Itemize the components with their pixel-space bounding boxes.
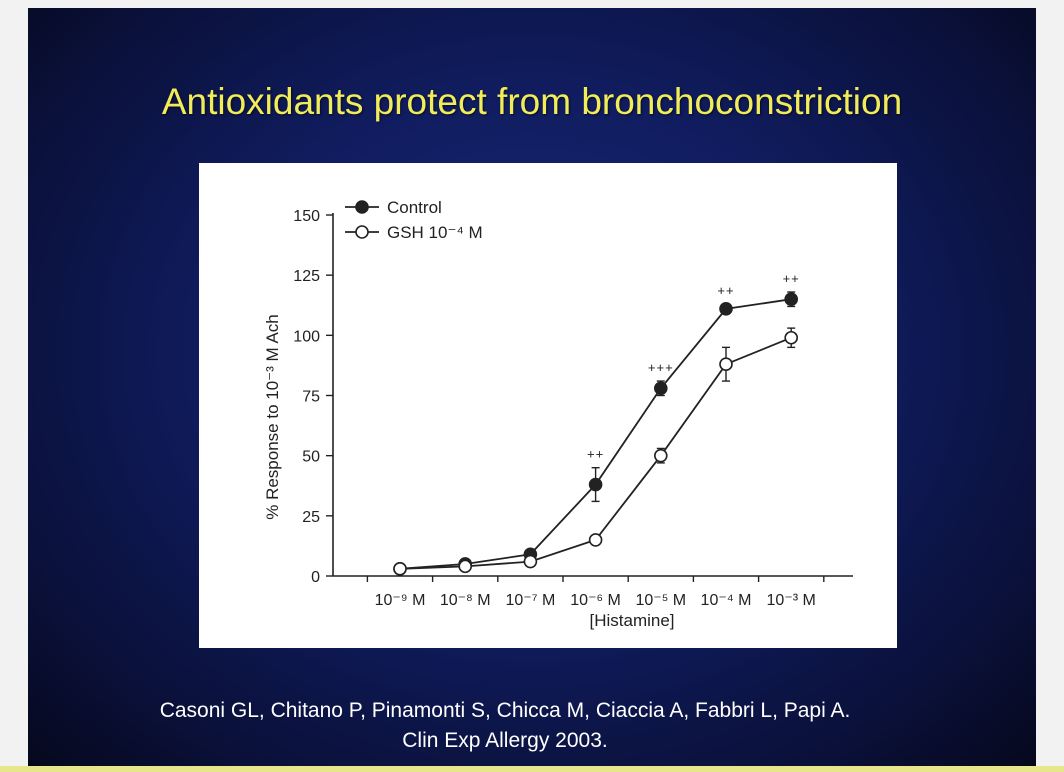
slide: Antioxidants protect from bronchoconstri…: [28, 8, 1036, 768]
gsh-point: [719, 357, 733, 372]
x-tick-label: 10⁻³ M: [767, 592, 816, 609]
y-tick-label: 0: [311, 569, 320, 586]
axes: 0 25 50 75 100 125 150 10⁻⁹ M 10⁻⁸ M 10⁻⁷ M 10⁻⁶ M…: [293, 208, 853, 609]
citation-authors: Casoni GL, Chitano P, Pinamonti S, Chicc…: [159, 699, 851, 722]
x-tick-label: 10⁻⁶ M: [570, 592, 621, 609]
legend-entry: GSH 10⁻⁴ M: [387, 223, 483, 242]
legend-entry: Control: [387, 198, 442, 217]
control-point: [653, 381, 668, 396]
x-tick-label: 10⁻⁴ M: [701, 592, 752, 609]
bottom-stripe: [0, 766, 1064, 772]
significance-annotation: ++: [587, 447, 604, 462]
y-tick-label: 50: [302, 449, 320, 466]
x-tick-label: 10⁻⁷ M: [505, 592, 555, 609]
x-tick-label: 10⁻⁵ M: [635, 592, 686, 609]
y-tick-label: 75: [302, 389, 320, 406]
gsh-point: [784, 330, 799, 345]
y-tick-label: 125: [293, 268, 320, 285]
legend: Control GSH 10⁻⁴ M: [345, 198, 483, 242]
citation: Casoni GL, Chitano P, Pinamonti S, Chicc…: [28, 696, 982, 756]
x-tick-label: 10⁻⁸ M: [440, 592, 491, 609]
series-line-control: [399, 298, 792, 570]
citation-journal: Clin Exp Allergy 2003.: [402, 729, 608, 752]
y-tick-label: 150: [293, 208, 320, 225]
x-axis-label: [Histamine]: [589, 611, 674, 630]
response-chart: 0 25 50 75 100 125 150 10⁻⁹ M 10⁻⁸ M 10⁻⁷ M 10⁻⁶ M…: [263, 198, 853, 630]
y-tick-label: 25: [302, 509, 320, 526]
legend-marker: [355, 225, 369, 239]
slide-title: Antioxidants protect from bronchoconstri…: [161, 81, 903, 122]
control-point: [719, 302, 733, 316]
gsh-point: [653, 448, 668, 463]
control-point: [588, 477, 603, 492]
significance-annotation: ++: [717, 283, 734, 298]
legend-marker: [355, 200, 369, 214]
series: +++++++++: [393, 271, 800, 576]
significance-annotation: ++: [783, 271, 800, 286]
x-tick-label: 10⁻⁹ M: [375, 592, 426, 609]
y-axis-label: % Response to 10⁻³ M Ach: [263, 314, 282, 520]
control-point: [784, 292, 799, 307]
gsh-point: [458, 559, 473, 574]
gsh-point: [393, 561, 407, 576]
figure-panel: 0 25 50 75 100 125 150 10⁻⁹ M 10⁻⁸ M 10⁻⁷ M 10⁻⁶ M…: [199, 163, 897, 648]
y-tick-label: 100: [293, 328, 320, 345]
gsh-point: [588, 533, 603, 547]
gsh-point: [523, 554, 538, 569]
significance-annotation: +++: [648, 360, 674, 375]
